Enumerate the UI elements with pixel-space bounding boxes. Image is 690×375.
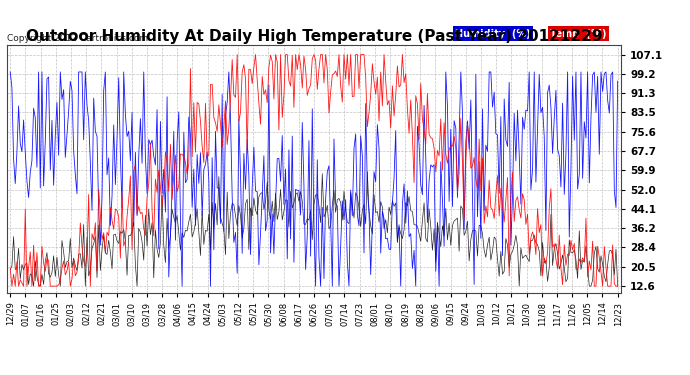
Text: Humidity  (%): Humidity (%) [455, 29, 531, 39]
Text: Temp  (°F): Temp (°F) [551, 29, 607, 39]
Text: Copyright 2012 Cartronics.com: Copyright 2012 Cartronics.com [7, 33, 148, 42]
Title: Outdoor Humidity At Daily High Temperature (Past Year) 20121229: Outdoor Humidity At Daily High Temperatu… [26, 29, 602, 44]
